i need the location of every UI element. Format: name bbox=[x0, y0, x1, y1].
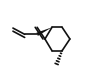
Polygon shape bbox=[36, 27, 52, 36]
